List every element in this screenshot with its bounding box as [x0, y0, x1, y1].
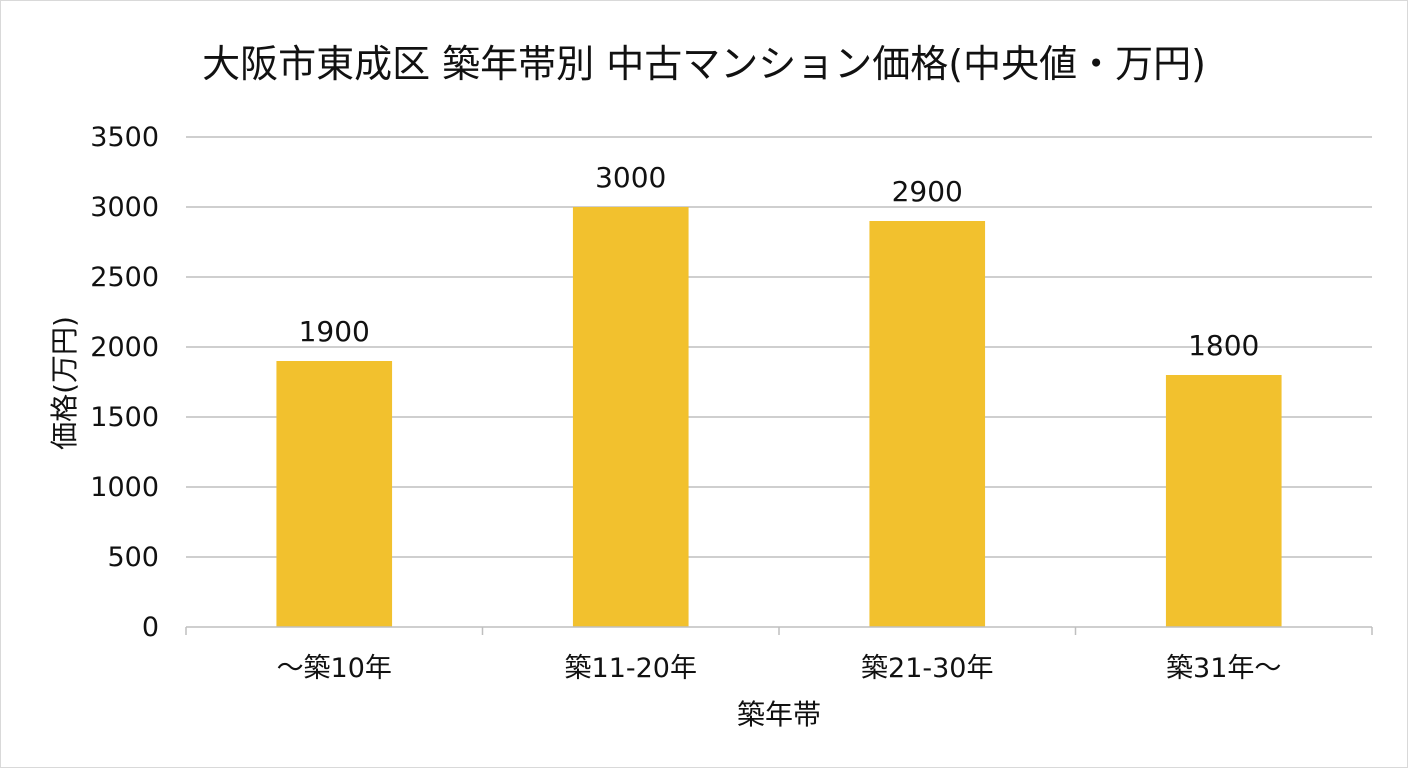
data-label: 1800 — [1188, 329, 1259, 362]
bar — [276, 361, 393, 627]
x-tick-label: 築31年～ — [1166, 653, 1281, 684]
data-label: 2900 — [892, 175, 963, 208]
x-axis-ticks: ～築10年 築11-20年 築21-30年 築31年～ — [185, 627, 1373, 684]
x-tick-label: 築21-30年 — [861, 653, 993, 684]
chart-title: 大阪市東成区 築年帯別 中古マンション価格(中央値・万円) — [202, 42, 1206, 86]
y-tick-label: 1000 — [90, 472, 159, 503]
bar — [869, 221, 986, 627]
y-tick-label: 2500 — [90, 262, 159, 293]
data-label: 3000 — [595, 161, 666, 194]
x-axis-title: 築年帯 — [737, 698, 821, 731]
y-tick-label: 1500 — [90, 402, 159, 433]
data-label: 1900 — [299, 315, 370, 348]
y-tick-label: 500 — [107, 542, 159, 573]
x-tick-label: ～築10年 — [277, 653, 392, 684]
bar — [1165, 375, 1282, 627]
y-tick-label: 3500 — [90, 122, 159, 153]
bars — [276, 207, 1282, 627]
bar — [572, 207, 689, 627]
y-axis-ticks: 0 500 1000 1500 2000 2500 3000 3500 — [90, 122, 159, 643]
y-tick-label: 3000 — [90, 192, 159, 223]
data-labels: 1900 3000 2900 1800 — [299, 161, 1260, 362]
y-axis-title: 価格(万円) — [48, 316, 81, 450]
x-tick-label: 築11-20年 — [565, 653, 697, 684]
y-tick-label: 0 — [142, 612, 159, 643]
y-tick-label: 2000 — [90, 332, 159, 363]
